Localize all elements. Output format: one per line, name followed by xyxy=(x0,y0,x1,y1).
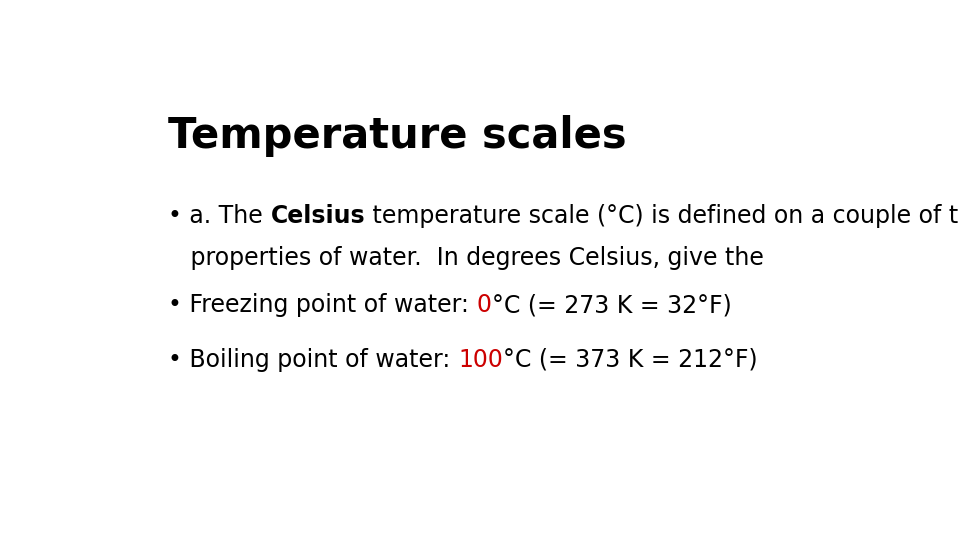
Text: °C (= 273 K = 32°F): °C (= 273 K = 32°F) xyxy=(492,294,732,318)
Text: °C (= 373 K = 212°F): °C (= 373 K = 212°F) xyxy=(503,348,757,372)
Text: temperature scale (°C) is defined on a couple of the: temperature scale (°C) is defined on a c… xyxy=(365,204,960,228)
Text: • Boiling point of water:: • Boiling point of water: xyxy=(168,348,458,372)
Text: 100: 100 xyxy=(458,348,503,372)
Text: Temperature scales: Temperature scales xyxy=(168,114,627,157)
Text: • Freezing point of water:: • Freezing point of water: xyxy=(168,294,477,318)
Text: Celsius: Celsius xyxy=(271,204,365,228)
Text: properties of water.  In degrees Celsius, give the: properties of water. In degrees Celsius,… xyxy=(168,246,764,269)
Text: 0: 0 xyxy=(477,294,492,318)
Text: • a. The: • a. The xyxy=(168,204,271,228)
